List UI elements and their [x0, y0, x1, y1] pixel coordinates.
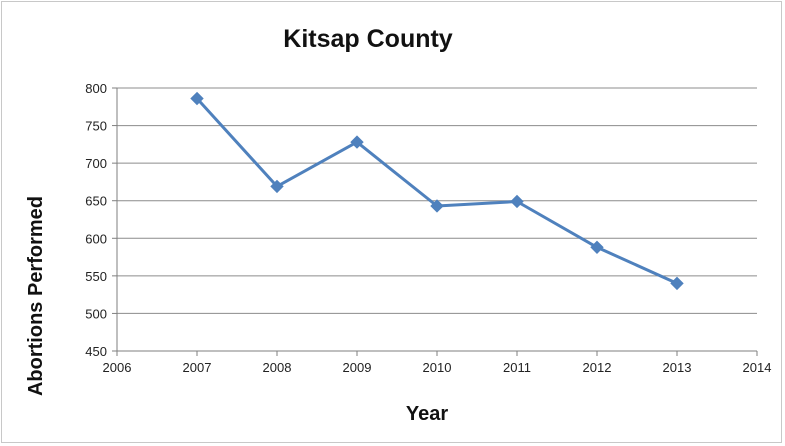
series-layer [190, 91, 684, 291]
data-point [670, 276, 684, 291]
data-point [270, 179, 284, 194]
series-line [195, 97, 678, 285]
x-tick-label: 2014 [743, 360, 772, 375]
y-axis-title: Abortions Performed [25, 196, 47, 396]
x-tick-label: 2009 [343, 360, 372, 375]
y-tick-label: 450 [85, 344, 107, 359]
x-tick-label: 2012 [583, 360, 612, 375]
data-point [190, 91, 204, 106]
data-point [510, 194, 524, 209]
y-tick-label: 750 [85, 119, 107, 134]
x-tick-label: 2008 [263, 360, 292, 375]
x-tick-label: 2007 [183, 360, 212, 375]
data-point [350, 135, 364, 149]
y-tick-label: 650 [85, 194, 107, 209]
x-axis-ticks: 2006 2007 2008 2009 2010 2011 2012 2013 2014 [103, 351, 772, 375]
y-axis-ticks: 450 500 550 600 650 700 750 800 [85, 81, 117, 359]
chart-title: Kitsap County [283, 25, 453, 53]
y-tick-label: 500 [85, 306, 107, 321]
x-axis-title: Year [406, 403, 448, 425]
x-tick-label: 2013 [663, 360, 692, 375]
y-tick-label: 800 [85, 81, 107, 96]
y-tick-label: 700 [85, 156, 107, 171]
data-point [430, 199, 444, 213]
y-tick-label: 550 [85, 269, 107, 284]
data-point [590, 240, 604, 255]
y-tick-label: 600 [85, 231, 107, 246]
gridlines [117, 87, 757, 314]
x-tick-label: 2010 [423, 360, 452, 375]
x-tick-label: 2011 [503, 360, 531, 375]
axes [116, 88, 757, 352]
x-tick-label: 2006 [103, 360, 132, 375]
